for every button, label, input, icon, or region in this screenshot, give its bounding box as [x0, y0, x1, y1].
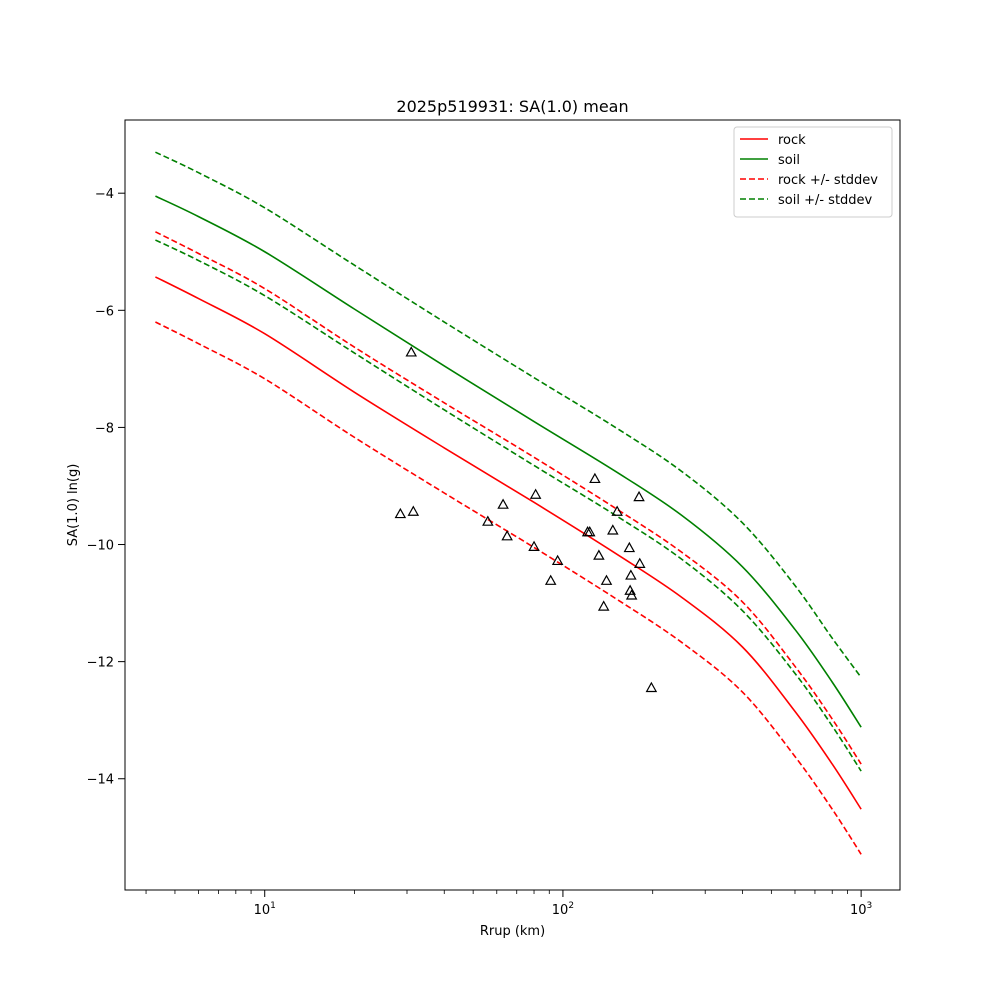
- legend: rock soil rock +/- stddev soil +/- stddev: [733, 126, 893, 218]
- series-line-soil-stddev: [155, 151, 862, 678]
- series-lines: [155, 151, 862, 855]
- x-tick-label: 102: [552, 901, 574, 918]
- y-tick-label: −14: [87, 773, 114, 788]
- data-point: [501, 530, 513, 541]
- data-point: [551, 554, 564, 566]
- legend-label-rock-stddev: rock +/- stddev: [778, 173, 878, 188]
- plot-frame: [124, 119, 901, 891]
- data-point: [611, 505, 623, 516]
- data-point: [600, 574, 613, 585]
- legend-label-rock: rock: [778, 133, 806, 148]
- data-point: [529, 488, 542, 499]
- x-tick-label-exponent: 3: [867, 901, 873, 911]
- data-point: [633, 490, 645, 502]
- legend-label-soil-stddev: soil +/- stddev: [778, 193, 873, 208]
- data-point: [645, 681, 658, 693]
- series-line-band-5: [155, 239, 862, 772]
- series-line-rock-stddev: [155, 231, 862, 765]
- series-line-soil: [155, 195, 862, 728]
- data-point: [623, 541, 636, 553]
- data-point: [394, 507, 407, 519]
- x-tick-label-base: 10: [850, 903, 867, 918]
- x-axis-label: Rrup (km): [480, 924, 545, 939]
- data-point: [607, 524, 619, 535]
- data-point: [583, 526, 596, 537]
- x-tick-label: 101: [254, 901, 276, 918]
- data-point: [497, 498, 509, 509]
- data-point: [589, 472, 601, 484]
- data-point: [625, 589, 638, 600]
- data-point: [528, 540, 540, 551]
- data-point: [597, 600, 610, 611]
- y-tick-label: −4: [95, 187, 114, 202]
- x-tick-label: 103: [850, 901, 872, 918]
- y-tick-label: −12: [87, 656, 114, 671]
- data-points: [394, 346, 658, 693]
- y-axis: −14 −12 −10 −8 −6 −4: [87, 187, 125, 788]
- x-tick-label-base: 10: [552, 903, 569, 918]
- legend-label-soil: soil: [778, 153, 800, 168]
- chart-title: 2025p519931: SA(1.0) mean: [396, 97, 628, 116]
- y-tick-label: −10: [87, 539, 114, 554]
- data-point: [405, 346, 418, 357]
- data-point: [633, 557, 646, 568]
- data-point: [625, 569, 637, 580]
- series-line-band-3: [155, 321, 862, 855]
- data-point: [544, 574, 557, 585]
- y-tick-label: −8: [95, 421, 114, 436]
- data-point: [593, 549, 605, 560]
- y-tick-label: −6: [95, 304, 114, 319]
- data-point: [482, 515, 494, 526]
- series-line-rock: [155, 276, 862, 810]
- data-point: [407, 505, 420, 516]
- y-axis-label: SA(1.0) ln(g): [66, 464, 81, 547]
- x-tick-label-base: 10: [254, 903, 271, 918]
- x-axis: 101 102 103: [145, 890, 872, 918]
- x-tick-label-exponent: 1: [270, 901, 276, 911]
- legend-box: [733, 126, 893, 218]
- x-tick-label-exponent: 2: [568, 901, 574, 911]
